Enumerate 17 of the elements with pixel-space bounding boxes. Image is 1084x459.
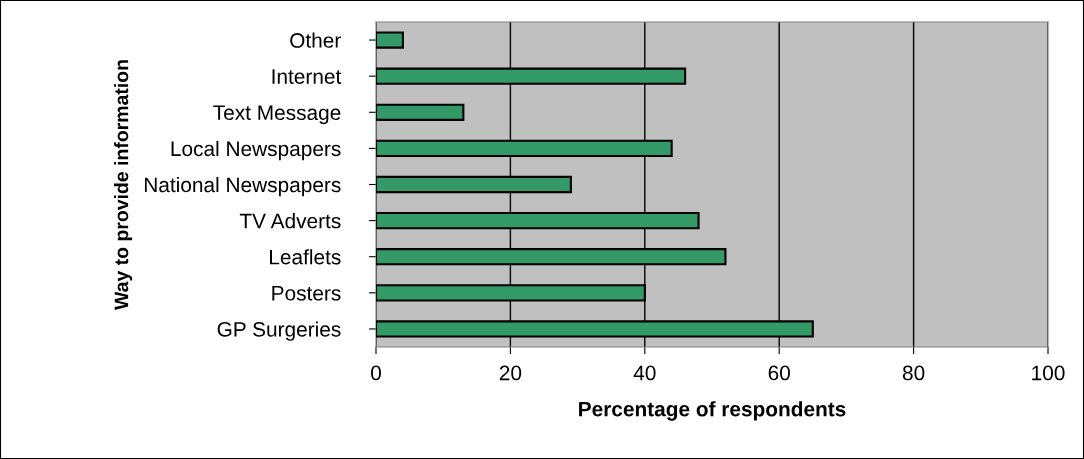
y-tick-label: Text Message bbox=[213, 105, 341, 125]
y-tick-label: Other bbox=[290, 32, 341, 48]
x-tick-label: 20 bbox=[499, 365, 522, 381]
x-tick-label: 40 bbox=[633, 365, 656, 381]
y-tick-label: Leaflets bbox=[270, 249, 341, 265]
y-tick-label: National Newspapers bbox=[144, 176, 341, 197]
x-tick-label: 0 bbox=[371, 365, 381, 381]
x-tick-label: 80 bbox=[902, 365, 925, 381]
y-tick-label: TV Adverts bbox=[239, 213, 341, 229]
x-tick-label: 60 bbox=[768, 365, 790, 381]
y-axis-title: Way to provide information bbox=[114, 60, 133, 310]
y-tick-label: Internet bbox=[272, 69, 342, 84]
x-axis-title: Percentage of respondents bbox=[579, 401, 846, 421]
y-tick-label: Local Newspapers bbox=[171, 140, 341, 161]
y-tick-label: GP Surgeries bbox=[217, 321, 341, 341]
y-tick-label: Posters bbox=[272, 286, 341, 301]
x-tick-label: 100 bbox=[1032, 365, 1065, 381]
